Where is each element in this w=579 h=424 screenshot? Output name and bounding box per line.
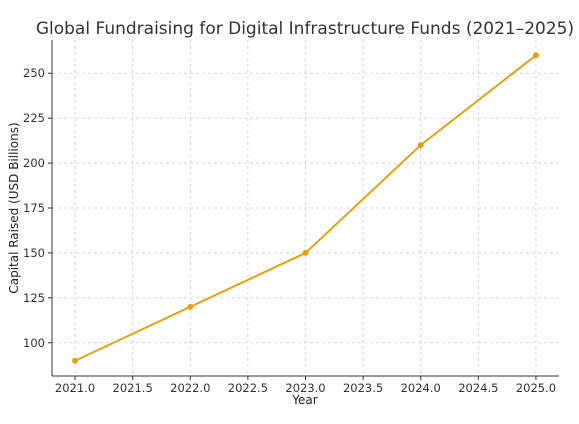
data-point (187, 303, 194, 310)
x-tick-label: 2021.0 (55, 381, 95, 395)
x-tick-label: 2024.0 (401, 381, 441, 395)
x-tick-label: 2023.5 (343, 381, 383, 395)
data-point (532, 52, 539, 59)
data-point (417, 142, 424, 149)
x-ticks: 2021.0 2021.5 2022.0 2022.5 2023.0 2023.5 2024… (55, 376, 556, 395)
x-tick-label: 2023.0 (285, 381, 325, 395)
data-point (72, 357, 79, 364)
x-tick-label: 2022.0 (170, 381, 210, 395)
y-axis-label: Capital Raised (USD Billions) (7, 122, 21, 293)
y-tick-label: 125 (23, 291, 45, 305)
x-tick-label: 2021.5 (113, 381, 153, 395)
y-ticks: 100 125 150 175 200 225 250 (23, 66, 52, 350)
y-tick-label: 175 (23, 201, 45, 215)
series-group (72, 52, 539, 364)
data-point (302, 249, 309, 256)
x-tick-label: 2022.5 (228, 381, 268, 395)
y-tick-label: 150 (23, 246, 45, 260)
x-axis-label: Year (291, 393, 317, 407)
x-tick-label: 2024.5 (458, 381, 498, 395)
x-tick-label: 2025.0 (516, 381, 556, 395)
grid-lines (52, 40, 559, 376)
chart-title: Global Fundraising for Digital Infrastru… (36, 19, 574, 39)
y-tick-label: 250 (23, 66, 45, 80)
y-tick-label: 100 (23, 336, 45, 350)
y-tick-label: 225 (23, 111, 45, 125)
y-tick-label: 200 (23, 156, 45, 170)
